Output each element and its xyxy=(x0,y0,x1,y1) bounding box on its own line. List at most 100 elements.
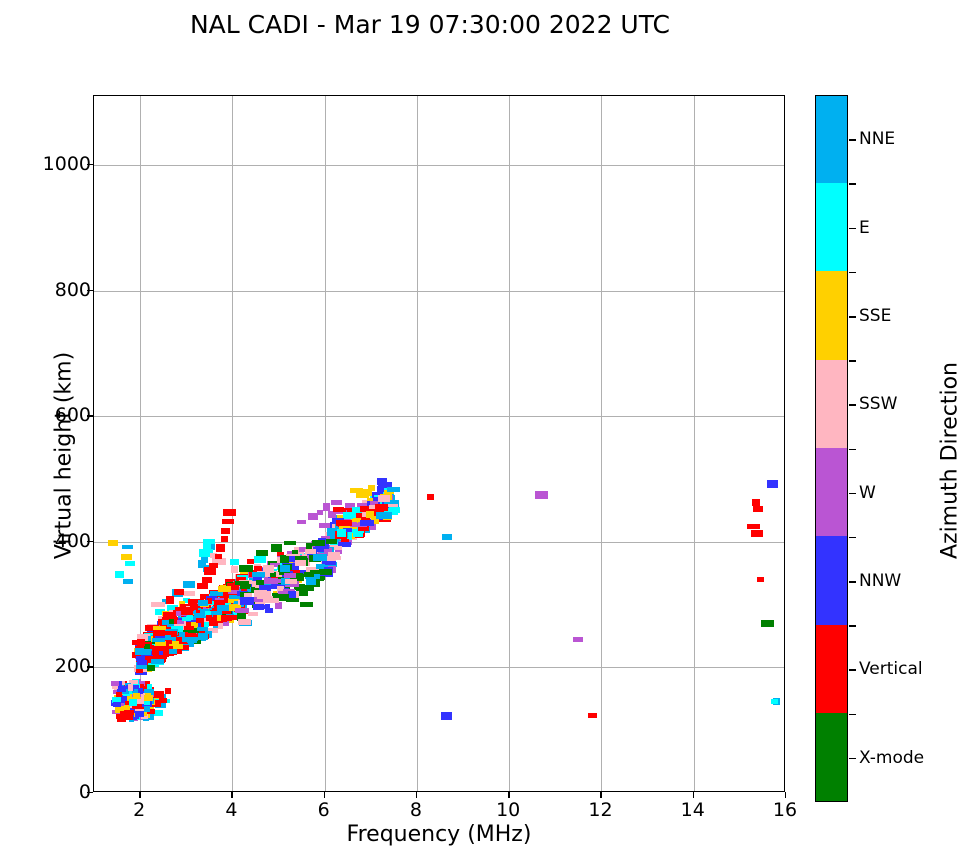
colorbar-segment-ssw[interactable] xyxy=(816,359,847,449)
echo-point xyxy=(375,512,392,520)
echo-point xyxy=(253,565,262,571)
echo-point xyxy=(330,545,343,551)
echo-point xyxy=(162,650,174,656)
echo-point xyxy=(190,604,197,611)
echo-point xyxy=(336,509,346,515)
colorbar-segment-e[interactable] xyxy=(816,182,847,272)
echo-point xyxy=(246,581,261,589)
echo-point xyxy=(166,604,178,612)
echo-point xyxy=(186,637,198,642)
echo-point xyxy=(112,683,119,689)
echo-point xyxy=(186,607,195,612)
echo-point xyxy=(386,503,398,508)
echo-point xyxy=(131,687,138,693)
echo-point xyxy=(441,533,452,540)
echo-point xyxy=(171,618,181,623)
echo-point xyxy=(254,589,268,597)
echo-point xyxy=(166,621,174,627)
echo-point xyxy=(377,494,390,502)
echo-point xyxy=(247,612,258,617)
echo-point xyxy=(251,597,263,603)
echo-point xyxy=(157,618,164,626)
echo-point xyxy=(336,529,346,538)
colorbar-segment-w[interactable] xyxy=(816,448,847,537)
echo-point xyxy=(295,556,308,561)
echo-point xyxy=(313,553,328,561)
echo-point xyxy=(119,697,126,704)
echo-point xyxy=(279,569,291,576)
echo-point xyxy=(357,527,369,532)
echo-point xyxy=(123,704,130,711)
colorbar-segment-nne[interactable] xyxy=(816,96,847,183)
echo-point xyxy=(154,609,165,616)
echo-point xyxy=(144,709,156,715)
echo-point xyxy=(235,608,250,614)
echo-point xyxy=(121,544,133,549)
x-axis-tick-label: 8 xyxy=(409,799,422,821)
gridline-horizontal xyxy=(94,165,784,167)
echo-point xyxy=(366,498,379,504)
echo-point xyxy=(176,644,190,650)
echo-point xyxy=(217,586,231,593)
colorbar-label-nne: NNE xyxy=(859,129,896,150)
echo-point xyxy=(270,563,281,568)
x-axis-tick-label: 12 xyxy=(588,799,613,821)
echo-point xyxy=(384,508,399,516)
x-axis-tick xyxy=(231,792,233,798)
echo-point xyxy=(322,560,337,565)
echo-point xyxy=(292,573,305,581)
echo-point xyxy=(139,680,149,685)
echo-point xyxy=(108,540,119,547)
echo-point xyxy=(163,645,175,650)
echo-point xyxy=(140,711,147,716)
echo-point xyxy=(184,626,195,631)
echo-point xyxy=(185,622,194,628)
colorbar-segment-nnw[interactable] xyxy=(816,536,847,625)
colorbar-boundary-tick xyxy=(849,713,856,716)
echo-point xyxy=(114,570,124,578)
echo-point xyxy=(753,506,764,513)
colorbar-segment-x-mode[interactable] xyxy=(816,713,847,801)
echo-point xyxy=(141,713,149,719)
echo-point xyxy=(355,492,369,499)
echo-point xyxy=(209,563,219,569)
echo-point xyxy=(241,588,248,594)
echo-point xyxy=(330,500,342,506)
echo-point xyxy=(315,563,325,569)
echo-point xyxy=(137,633,151,641)
echo-point xyxy=(190,622,198,629)
echo-point xyxy=(349,523,365,528)
echo-point xyxy=(747,524,761,530)
colorbar-tick xyxy=(849,227,856,230)
colorbar-segment-vertical[interactable] xyxy=(816,624,847,714)
echo-point xyxy=(151,649,159,656)
echo-point xyxy=(148,653,160,658)
echo-point xyxy=(134,688,144,695)
echo-point xyxy=(221,519,234,525)
echo-point xyxy=(169,619,175,625)
echo-point xyxy=(136,655,146,661)
echo-point xyxy=(153,631,164,637)
echo-point xyxy=(135,661,147,669)
x-axis-tick-label: 16 xyxy=(772,799,798,821)
echo-point xyxy=(253,575,263,582)
echo-point xyxy=(123,578,134,584)
echo-point xyxy=(128,698,137,706)
colorbar-boundary-tick xyxy=(849,448,856,451)
echo-point xyxy=(236,577,247,582)
colorbar-boundary-tick xyxy=(849,183,856,185)
echo-point xyxy=(152,709,164,716)
echo-point xyxy=(119,711,127,717)
colorbar-tick xyxy=(849,315,856,318)
echo-point xyxy=(231,565,239,573)
echo-point xyxy=(203,539,216,545)
colorbar-segment-sse[interactable] xyxy=(816,271,847,360)
gridline-vertical xyxy=(140,96,142,791)
y-axis-tick-label: 200 xyxy=(54,655,91,678)
echo-point xyxy=(203,542,212,551)
echo-point xyxy=(319,523,331,528)
colorbar-label-nnw: NNW xyxy=(859,571,902,592)
colorbar-tick xyxy=(849,581,856,583)
echo-point xyxy=(137,638,146,646)
echo-point xyxy=(350,518,361,523)
